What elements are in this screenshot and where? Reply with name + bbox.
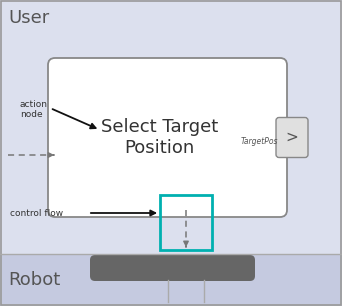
FancyBboxPatch shape (90, 255, 255, 281)
Text: TargetPos: TargetPos (240, 137, 278, 146)
Text: Robot: Robot (8, 271, 60, 289)
Text: action
node: action node (20, 100, 48, 119)
Bar (160, 195, 212, 250)
Text: control flow: control flow (10, 208, 63, 218)
Text: Select Target
Position: Select Target Position (101, 118, 218, 157)
Bar (0, 0, 342, 254)
FancyBboxPatch shape (276, 118, 308, 158)
FancyBboxPatch shape (48, 58, 287, 217)
Text: >: > (286, 130, 298, 145)
Text: User: User (8, 9, 49, 27)
Bar (0, 254, 342, 306)
